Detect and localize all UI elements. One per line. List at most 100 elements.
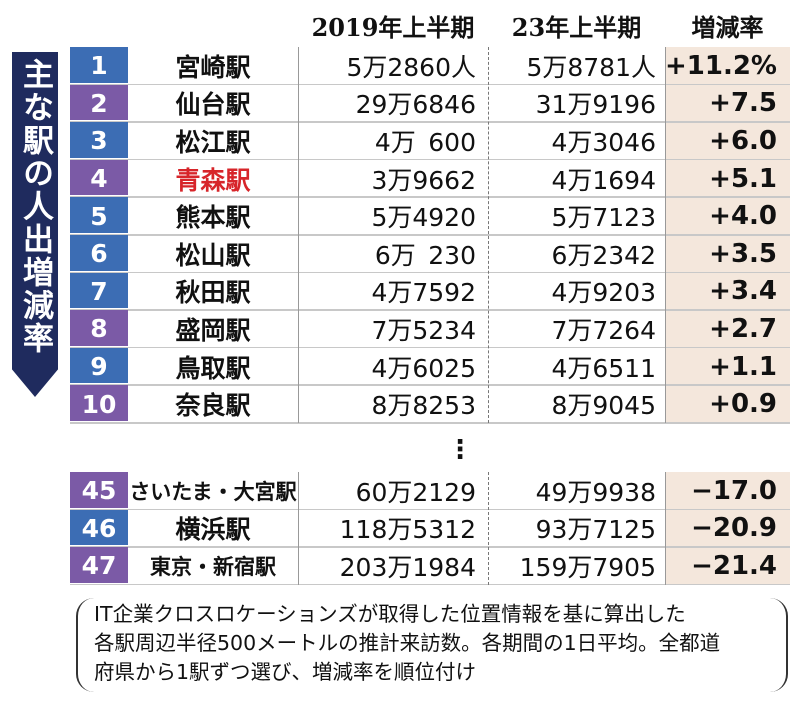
- value-2019: 4万 600: [374, 127, 476, 157]
- rate: +1.1: [709, 351, 777, 382]
- station: 盛岡駅: [175, 315, 251, 345]
- row-line: [70, 422, 790, 424]
- value-2019: 6万 230: [374, 240, 476, 270]
- rank-cell: [70, 509, 128, 546]
- station: 横浜駅: [175, 515, 251, 545]
- station: 秋田駅: [175, 278, 251, 308]
- note-line: 各駅周辺半径500メートルの推計来訪数。各期間の1日平均。全都道: [94, 631, 721, 655]
- rank: 7: [90, 276, 108, 306]
- value-2023: 5万7123: [551, 203, 656, 233]
- rank-cell: [70, 272, 128, 309]
- rate: −21.4: [691, 550, 777, 581]
- value-2019: 203万1984: [339, 552, 476, 582]
- rank: 6: [90, 239, 108, 269]
- value-2019: 7万5234: [371, 315, 476, 345]
- rate: +3.5: [709, 238, 777, 269]
- row-line: [70, 158, 790, 161]
- rate: +6.0: [709, 125, 777, 156]
- rank: 5: [90, 201, 108, 231]
- row-line: [70, 384, 790, 386]
- rank-cell: [70, 84, 128, 121]
- rank-cell: [70, 235, 128, 271]
- station: 東京・新宿駅: [150, 554, 276, 579]
- rank: 2: [90, 88, 108, 118]
- header-rate: 増減率: [691, 12, 764, 42]
- value-2019: 60万2129: [355, 477, 476, 507]
- rank-cell: [70, 472, 128, 508]
- value-2023: 31万9196: [535, 90, 656, 120]
- column-divider: [665, 472, 666, 585]
- rank: 47: [81, 551, 117, 581]
- rank: 10: [81, 389, 117, 419]
- row-line: [70, 346, 790, 349]
- value-2019: 4万6025: [371, 353, 476, 383]
- rate: +11.2%: [665, 50, 777, 81]
- row-line: [70, 546, 790, 548]
- value-2023: 49万9938: [535, 477, 656, 507]
- value-2023: 4万9203: [551, 278, 656, 308]
- station: 仙台駅: [175, 90, 251, 120]
- title-banner: [12, 52, 58, 397]
- rank: 3: [90, 126, 108, 156]
- column-divider: [298, 47, 299, 423]
- rank-cell: [70, 385, 128, 421]
- rate: +3.4: [709, 276, 777, 307]
- rank: 46: [81, 513, 117, 543]
- row-line: [70, 309, 790, 311]
- station: 松山駅: [175, 240, 251, 270]
- station: 青森駅: [175, 165, 251, 195]
- row-line: [70, 271, 790, 274]
- rank-cell: [70, 122, 128, 158]
- column-divider: [488, 47, 489, 423]
- value-2023: 93万7125: [535, 515, 656, 545]
- rank: 1: [90, 51, 108, 81]
- rank-cell: [70, 547, 128, 583]
- row-line: [70, 234, 790, 236]
- rank-cell: [70, 310, 128, 346]
- value-2019: 8万8253: [371, 391, 476, 421]
- value-2023: 4万3046: [551, 127, 656, 157]
- rank-cell: [70, 47, 128, 83]
- value-2019: 5万2860人: [346, 52, 476, 82]
- column-divider: [298, 472, 299, 585]
- title: 主な駅の人出増減率: [17, 58, 53, 355]
- rank: 9: [90, 352, 108, 382]
- rank: 45: [81, 476, 117, 506]
- value-2023: 5万8781人: [526, 52, 656, 82]
- rate-column-bg: [665, 472, 790, 585]
- station: さいたま・大宮駅: [129, 479, 297, 504]
- header-2019: 2019年上半期: [311, 12, 475, 42]
- value-2019: 118万5312: [339, 515, 476, 545]
- value-2019: 5万4920: [371, 203, 476, 233]
- rate: −20.9: [691, 513, 777, 544]
- rank-cell: [70, 347, 128, 384]
- value-2023: 7万7264: [551, 315, 656, 345]
- header-2023: 23年上半期: [511, 12, 642, 42]
- rank: 8: [90, 314, 108, 344]
- rate: −17.0: [691, 475, 777, 506]
- value-2023: 4万1694: [551, 165, 656, 195]
- value-2023: 159万7905: [519, 552, 656, 582]
- value-2023: 6万2342: [551, 240, 656, 270]
- rank-cell: [70, 159, 128, 196]
- rate: +0.9: [709, 389, 777, 420]
- row-line: [70, 196, 790, 198]
- ellipsis: ⋮: [447, 435, 473, 465]
- station: 松江駅: [175, 127, 251, 157]
- row-line: [70, 508, 790, 511]
- row-line: [70, 83, 790, 86]
- rate: +5.1: [709, 163, 777, 194]
- value-2023: 8万9045: [551, 391, 656, 421]
- rate: +4.0: [709, 201, 777, 232]
- value-2019: 29万6846: [355, 90, 476, 120]
- rate: +7.5: [709, 88, 777, 119]
- rank: 4: [90, 164, 108, 194]
- column-divider: [665, 47, 666, 423]
- value-2019: 4万7592: [371, 278, 476, 308]
- value-2019: 3万9662: [371, 165, 476, 195]
- note-line: IT企業クロスロケーションズが取得した位置情報を基に算出した: [94, 602, 686, 626]
- rate: +2.7: [709, 313, 777, 344]
- station: 宮崎駅: [175, 52, 251, 82]
- row-line: [70, 121, 790, 123]
